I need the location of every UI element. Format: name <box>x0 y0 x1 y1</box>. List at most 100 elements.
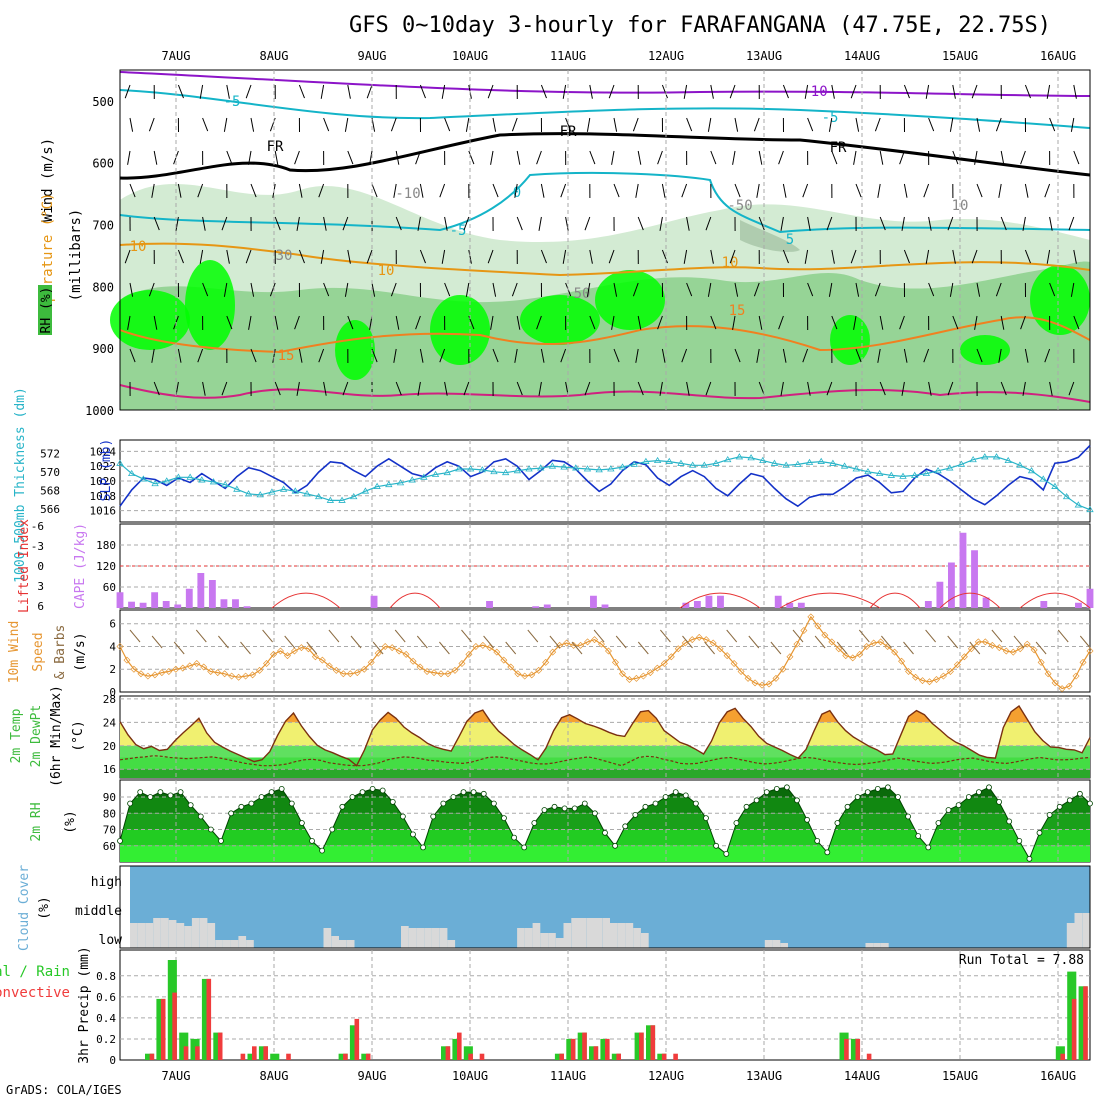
wind-barb <box>1070 117 1075 132</box>
wind-speed-point <box>570 641 578 649</box>
cloud-low-bar <box>1066 923 1075 948</box>
rh-shade-bright-2 <box>335 320 375 380</box>
wind-tick-2: 2 <box>109 663 116 676</box>
wind-barb-10m <box>1079 635 1091 649</box>
wind-barb <box>248 315 252 330</box>
date-label-top-3: 10AUG <box>452 49 488 63</box>
wind-speed-point <box>584 638 592 646</box>
wind-barb <box>444 282 451 297</box>
wind-barb-10m <box>704 641 715 655</box>
temp-band-orange <box>120 706 1090 723</box>
wind-barb <box>778 315 784 330</box>
cloud-low-bar <box>633 928 641 948</box>
wind-speed-point <box>1065 682 1073 690</box>
rh-point <box>127 800 134 807</box>
wind-speed-point <box>1037 658 1045 666</box>
wind-speed-point <box>793 640 801 648</box>
contour-label-5: FR <box>830 140 847 156</box>
wind-barb <box>419 348 424 363</box>
cloud-low-bar <box>532 923 541 948</box>
wind-barb <box>177 84 184 99</box>
thickness-point <box>455 465 463 472</box>
wind-barb <box>560 348 567 363</box>
temp-tick-20: 20 <box>103 740 116 753</box>
rh-point <box>1016 838 1023 844</box>
thickness-point <box>700 461 709 468</box>
wind-speed-point <box>905 668 913 676</box>
wind-barb <box>855 348 862 363</box>
precip-conv-bar <box>183 1046 189 1060</box>
wind-speed-point <box>737 668 745 676</box>
wind-barb <box>199 84 204 99</box>
wind-barb <box>415 315 421 330</box>
thickness-point <box>221 480 229 488</box>
wind-barb <box>511 282 518 297</box>
wind-barb <box>202 282 209 297</box>
wind-barb <box>732 315 736 330</box>
wind-barb <box>874 117 881 132</box>
rh-point <box>571 805 578 812</box>
wind-speed-point <box>723 652 731 660</box>
precip-total-bar <box>611 1053 621 1060</box>
wind-barb <box>511 117 518 132</box>
thickness-point <box>116 459 124 466</box>
rh-point <box>147 794 154 800</box>
precip-tick-0.6: 0.6 <box>96 991 116 1004</box>
cloud-low-bar <box>230 940 239 948</box>
wind-barb <box>202 381 206 396</box>
thickness-point <box>396 479 405 486</box>
wind-speed-point <box>898 657 906 665</box>
thickness-point <box>420 473 428 480</box>
wind-barb-10m <box>306 641 318 655</box>
thickness-point <box>688 461 697 468</box>
wind-barb <box>320 84 325 99</box>
thickness-point <box>478 466 486 473</box>
cape-bar <box>543 604 551 608</box>
wind-barb <box>753 282 760 297</box>
wind-speed-point <box>137 670 145 678</box>
cloud-low-bar <box>408 928 417 948</box>
cape-bar <box>717 595 724 608</box>
wind-barb-10m <box>593 629 605 643</box>
precip-conv-bar <box>195 1046 200 1060</box>
wind-barb <box>274 315 279 330</box>
cape-bar <box>197 573 205 608</box>
precip-conv-bar <box>149 1053 155 1060</box>
temp-tick-16: 16 <box>103 763 116 776</box>
rh-tick-60: 60 <box>103 840 116 853</box>
wind-barb <box>613 183 620 198</box>
wind-barb <box>1000 315 1005 330</box>
wind-speed-point <box>849 654 857 662</box>
li-tick-0: -6 <box>31 520 44 533</box>
wind-barb-10m <box>881 635 892 649</box>
date-label-top-7: 14AUG <box>844 49 880 63</box>
cloud-low-bar <box>153 918 161 948</box>
wind-speed-point <box>277 647 284 655</box>
wind-barb <box>632 117 639 132</box>
wind-speed-point <box>528 671 536 679</box>
rh-point <box>329 826 336 833</box>
rh-point <box>531 820 538 826</box>
cloud-low-bar <box>563 923 572 948</box>
wind-barb <box>807 282 814 297</box>
wind-speed-point <box>800 627 808 635</box>
cloud-level-high: high <box>91 875 122 890</box>
upper-air-frame <box>119 69 1091 411</box>
wind-barb <box>202 117 209 132</box>
precip-conv-bar <box>559 1053 564 1060</box>
wind-barb <box>565 216 569 231</box>
wind-barb <box>831 150 838 165</box>
wind-barb <box>393 183 397 198</box>
pressure-tick-600: 600 <box>92 157 114 171</box>
wind-barb-10m <box>394 629 406 643</box>
rh-point <box>501 815 507 821</box>
wind-barb-10m <box>195 629 207 643</box>
wind-barb <box>611 150 615 165</box>
date-label-bottom-4: 11AUG <box>550 1069 586 1083</box>
wind-barb <box>444 381 448 396</box>
rh-point <box>834 820 841 826</box>
rh-point <box>157 789 164 795</box>
wind-barb <box>441 249 446 264</box>
wind-speed-line <box>119 615 1091 690</box>
wind-speed-point <box>660 660 668 668</box>
